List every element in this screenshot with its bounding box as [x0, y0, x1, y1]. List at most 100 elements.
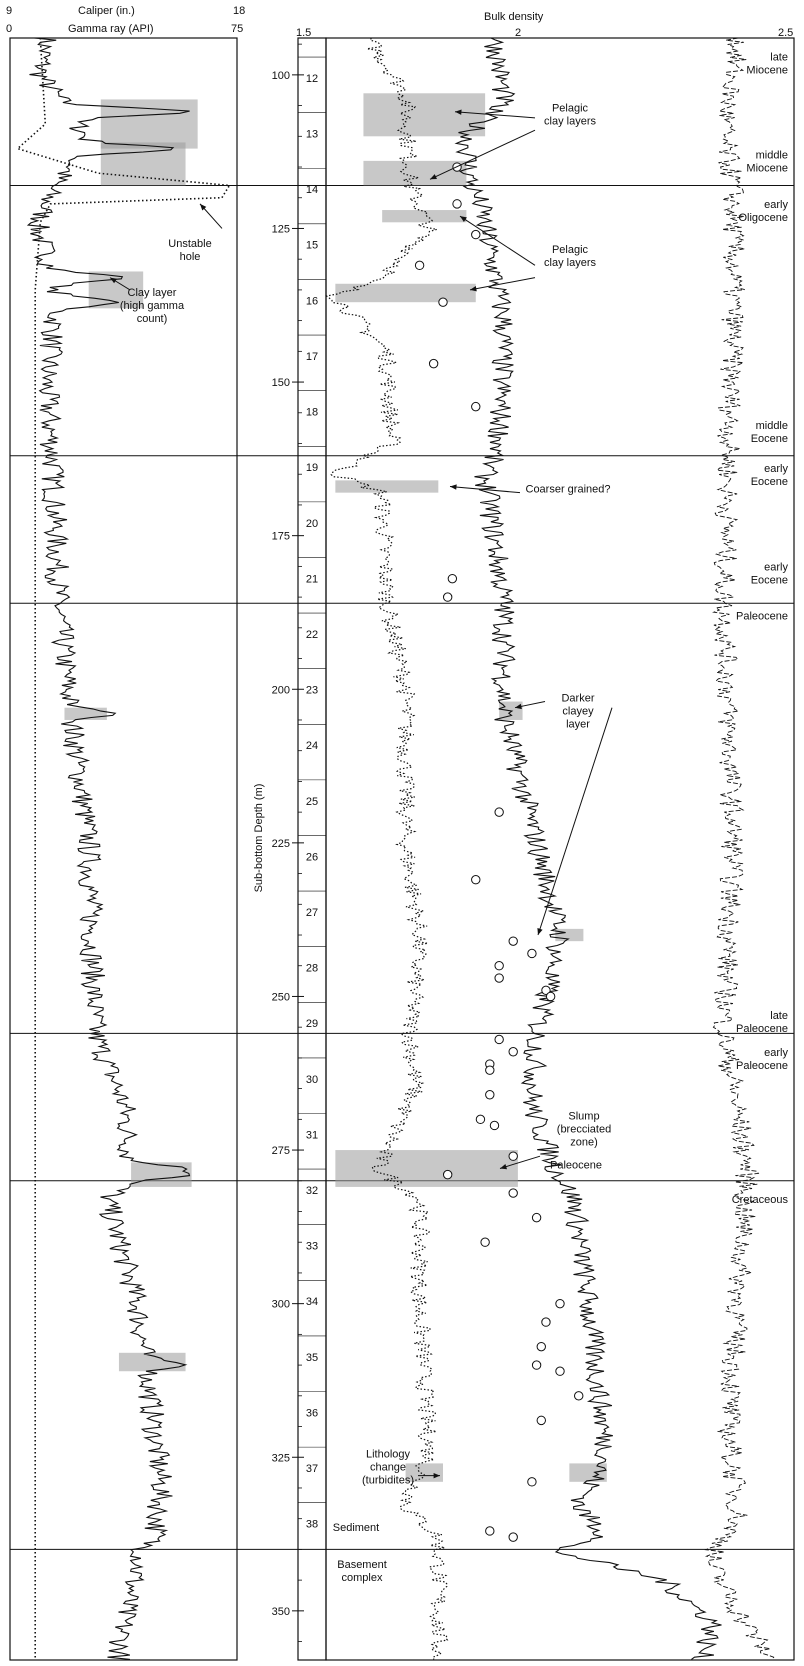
annotation-line: (high gamma	[120, 300, 185, 312]
annotation-line: Coarser grained?	[526, 484, 611, 496]
annotation-line: clay layers	[544, 116, 596, 128]
core-label-32: 32	[306, 1185, 318, 1197]
annotation-line: Pelagic	[552, 244, 589, 256]
shaded-layer-12	[555, 928, 584, 942]
core-label-35: 35	[306, 1352, 318, 1364]
annotation-line: Unstable	[168, 238, 211, 250]
density-min: 1.5	[296, 27, 311, 39]
stage-label-6: Paleocene	[736, 611, 788, 623]
stage-label-line: Paleocene	[736, 1023, 788, 1035]
core-label-38: 38	[306, 1519, 318, 1531]
core-point-5	[428, 358, 439, 369]
annotation-line: (brecciated	[557, 1123, 611, 1135]
core-point-16	[545, 991, 556, 1002]
depth-tick-label-7: 275	[272, 1145, 290, 1157]
core-point-8	[442, 592, 453, 602]
core-label-27: 27	[306, 907, 318, 919]
annotation-line: zone)	[570, 1136, 598, 1148]
caliper-curve	[16, 37, 231, 1660]
annotation-line: Basement	[337, 1559, 387, 1571]
core-point-35	[536, 1415, 546, 1426]
annotation-line: Pelagic	[552, 103, 589, 115]
density-dashed-curve	[704, 37, 775, 1660]
stage-label-line: Miocene	[746, 64, 788, 76]
annotation-line: Clay layer	[128, 287, 177, 299]
core-point-37	[485, 1526, 495, 1536]
depth-tick-label-10: 350	[272, 1606, 290, 1618]
core-label-33: 33	[306, 1241, 318, 1253]
core-label-26: 26	[306, 851, 318, 863]
shaded-layer-6	[363, 93, 486, 137]
left-header: 9 Caliper (in.) 18 0 Gamma ray (API) 75	[6, 5, 245, 35]
stage-label-line: Eocene	[751, 476, 788, 488]
core-point-10	[471, 875, 481, 885]
annotation-sediment: Sediment	[333, 1522, 379, 1534]
core-point-22	[475, 1114, 486, 1125]
depth-axis: 100 125 150 175 200 225 250 275 300 325 350	[272, 43, 304, 1642]
leader-arrow-1	[429, 129, 536, 180]
leader-arrowhead-10	[433, 1473, 440, 1479]
leader-arrow-3	[469, 277, 536, 291]
depth-tick-label-0: 100	[272, 70, 290, 82]
depth-tick-label-4: 200	[272, 684, 290, 696]
core-point-24	[508, 1151, 518, 1161]
shaded-layer-10	[335, 480, 439, 493]
depth-tick-label-6: 250	[272, 991, 290, 1003]
core-label-17: 17	[306, 351, 318, 363]
leader-arrowhead-4	[200, 203, 207, 211]
stage-label-line: middle	[756, 150, 788, 162]
leader-arrowhead-9	[500, 1164, 507, 1170]
annotation-line: Sediment	[333, 1522, 379, 1534]
core-point-18	[508, 1047, 518, 1057]
core-label-22: 22	[306, 629, 318, 641]
stage-label-line: early	[764, 1047, 788, 1059]
stage-label-line: early	[764, 199, 788, 211]
stage-label-line: late	[770, 51, 788, 63]
core-label-25: 25	[306, 796, 318, 808]
core-label-29: 29	[306, 1018, 318, 1030]
core-point-21	[485, 1090, 495, 1100]
stage-boundaries	[10, 184, 794, 1550]
caliper-label: Caliper (in.)	[78, 5, 135, 17]
depth-tick-label-3: 175	[272, 531, 290, 543]
log-curves	[16, 37, 775, 1660]
gamma-max: 75	[231, 23, 243, 35]
shaded-layer-5	[118, 1352, 186, 1372]
stage-label-line: Oligocene	[738, 212, 788, 224]
shaded-layer-8	[382, 210, 467, 223]
leader-arrowhead-2	[460, 216, 467, 222]
annotation-line: layer	[566, 719, 590, 731]
core-label-16: 16	[306, 295, 318, 307]
y-axis-title: Sub-bottom Depth (m)	[253, 784, 265, 893]
core-point-23	[489, 1120, 500, 1131]
leader-arrow-8	[537, 707, 613, 936]
depth-tick-label-2: 150	[272, 377, 290, 389]
shaded-layer-13	[335, 1150, 518, 1187]
core-point-20	[485, 1065, 495, 1075]
core-label-30: 30	[306, 1074, 318, 1086]
leader-arrowhead-3	[470, 286, 477, 292]
gamma-min: 0	[6, 23, 12, 35]
stage-label-line: early	[764, 463, 788, 475]
annotation-line: change	[370, 1461, 406, 1473]
core-label-12: 12	[306, 73, 318, 85]
core-label-28: 28	[306, 963, 318, 975]
leader-arrowhead-6	[450, 484, 457, 490]
core-label-21: 21	[306, 573, 318, 585]
right-panel-frame	[325, 37, 795, 1661]
annotation-line: clayey	[562, 706, 594, 718]
leader-arrowhead-5	[110, 277, 117, 284]
density-solid-curve	[454, 37, 722, 1660]
annotation-line: complex	[342, 1572, 383, 1584]
stage-label-line: Miocene	[746, 163, 788, 175]
